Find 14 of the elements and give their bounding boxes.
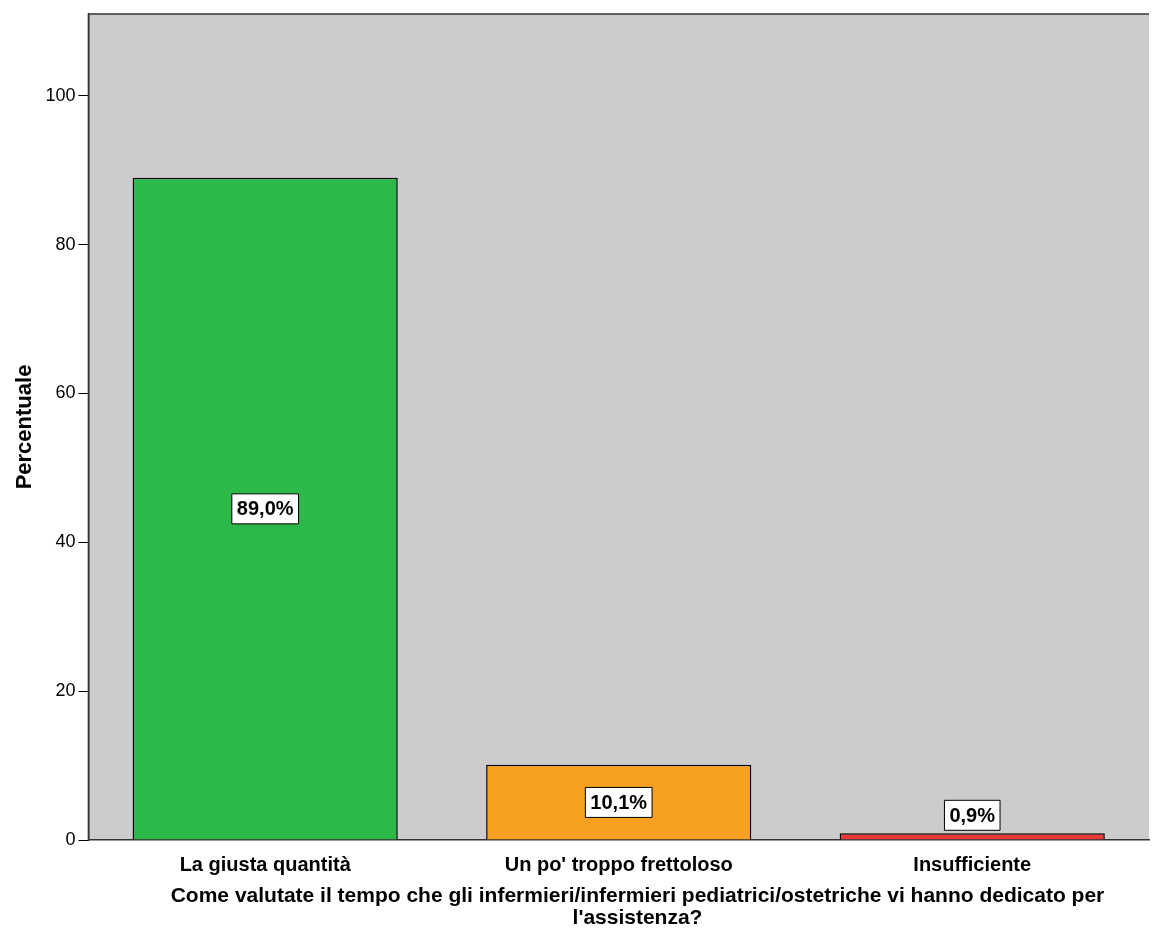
x-tick-label: Insufficiente (913, 852, 1032, 875)
data-label: 0,9% (949, 803, 996, 826)
data-label: 89,0% (236, 497, 294, 520)
y-tick-label: 40 (55, 531, 76, 552)
x-tick-label: Un po' troppo frettoloso (504, 852, 733, 875)
x-axis-title: Come valutate il tempo che gli infermieri/infermieri pediatrici/ostetriche vi hanno dedicato per l'assistenza? (169, 883, 1106, 928)
data-label: 10,1% (590, 790, 648, 813)
y-tick-label: 0 (65, 828, 76, 849)
y-axis-title: Percentuale (11, 364, 37, 490)
y-tick-label: 20 (55, 680, 76, 701)
y-tick-label: 80 (55, 233, 76, 254)
y-tick-label: 60 (55, 382, 76, 403)
x-tick-label: La giusta quantità (179, 852, 352, 875)
y-tick-label: 100 (45, 84, 76, 105)
